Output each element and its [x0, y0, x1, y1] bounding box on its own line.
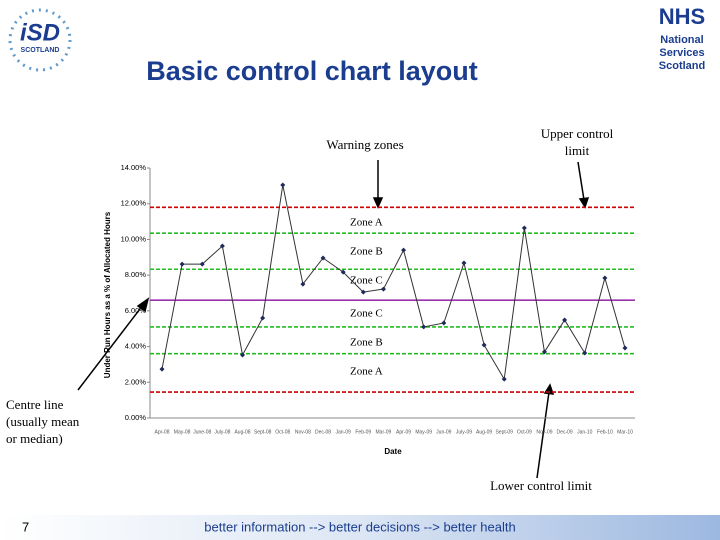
point [159, 366, 165, 372]
point [219, 243, 225, 249]
point [501, 376, 507, 382]
point [541, 349, 547, 355]
x-tick-label: Oct-08 [275, 429, 290, 435]
point [199, 261, 205, 267]
point [179, 261, 185, 267]
point [562, 317, 568, 323]
x-tick-label: Oct-09 [517, 429, 532, 435]
series-line [161, 184, 626, 381]
annotation: limit [565, 143, 590, 158]
annotation: Upper control [541, 126, 614, 141]
y-tick-label: 4.00% [125, 342, 147, 351]
x-tick-label: Mar-09 [376, 429, 392, 435]
point [401, 247, 407, 253]
x-tick-label: Nov-09 [536, 429, 552, 435]
y-tick-label: 8.00% [125, 270, 147, 279]
logo-text: Scotland [659, 60, 705, 72]
point [320, 255, 326, 261]
y-tick-label: 0.00% [125, 413, 147, 422]
x-tick-label: Nov-08 [295, 429, 311, 435]
y-tick-label: 12.00% [121, 199, 147, 208]
x-tick-label: July-08 [214, 429, 230, 435]
x-tick-label: Apr-09 [396, 429, 411, 435]
point [622, 345, 628, 351]
x-tick-label: June-08 [193, 429, 211, 435]
logo-text: National [660, 34, 703, 46]
y-axis-label: Under Run Hours as a % of Allocated Hour… [103, 211, 112, 378]
point [602, 275, 608, 281]
x-tick-label: May-08 [174, 429, 191, 435]
point [582, 350, 588, 356]
zone-label: Zone C [350, 275, 383, 287]
y-tick-label: 6.00% [125, 306, 147, 315]
point [240, 352, 246, 358]
point [441, 320, 447, 326]
x-tick-label: Aug-09 [476, 429, 492, 435]
y-tick-label: 2.00% [125, 377, 147, 386]
slide-title: Basic control chart layout [146, 56, 478, 86]
zone-label: Zone A [350, 366, 383, 378]
point [360, 289, 366, 295]
annotation: Centre line [6, 397, 64, 412]
annotation: Lower control limit [490, 478, 592, 493]
x-axis-label: Date [384, 447, 402, 456]
logo-text: NHS [659, 4, 705, 29]
y-tick-label: 10.00% [121, 234, 147, 243]
point [380, 286, 386, 292]
isd-logo: iSD SCOTLAND [8, 8, 72, 72]
footer-bar [0, 515, 720, 540]
zone-label: Zone C [350, 308, 383, 320]
x-tick-label: July-09 [456, 429, 472, 435]
x-tick-label: Dec-08 [315, 429, 331, 435]
x-tick-label: Aug-08 [234, 429, 250, 435]
x-tick-label: Dec-09 [557, 429, 573, 435]
point [421, 324, 427, 330]
logo-text: SCOTLAND [21, 47, 60, 54]
point [521, 225, 527, 231]
x-tick-label: Jan-10 [577, 429, 593, 435]
x-tick-label: May-09 [415, 429, 432, 435]
annotation: Warning zones [326, 137, 403, 152]
nhs-logo: NHS National Services Scotland [659, 4, 705, 72]
logo-text: Services [659, 47, 704, 59]
x-tick-label: Sept-09 [495, 429, 513, 435]
annotation: or median) [6, 431, 63, 446]
point [461, 260, 467, 266]
x-tick-label: Feb-10 [597, 429, 613, 435]
point [340, 269, 346, 275]
x-tick-label: Jan-09 [336, 429, 352, 435]
x-tick-label: Feb-09 [355, 429, 371, 435]
point [280, 182, 286, 188]
zone-label: Zone B [350, 337, 383, 349]
point [481, 342, 487, 348]
chart: 0.00% 2.00% 4.00% 6.00% 8.00% 10.00% 12.00% 14.… [103, 163, 635, 456]
footer-tagline: better information --> better decisions … [204, 519, 515, 534]
annotation: (usually mean [6, 414, 80, 429]
x-tick-label: Apr-08 [154, 429, 169, 435]
logo-text: iSD [20, 19, 60, 46]
x-tick-label: Jun-09 [436, 429, 452, 435]
point [300, 281, 306, 287]
zone-label: Zone B [350, 246, 383, 258]
x-tick-label: Mar-10 [617, 429, 633, 435]
x-tick-label: Sept-08 [254, 429, 272, 435]
point [260, 315, 266, 321]
y-tick-label: 14.00% [121, 163, 147, 172]
page-number: 7 [22, 519, 29, 534]
zone-label: Zone A [350, 217, 383, 229]
